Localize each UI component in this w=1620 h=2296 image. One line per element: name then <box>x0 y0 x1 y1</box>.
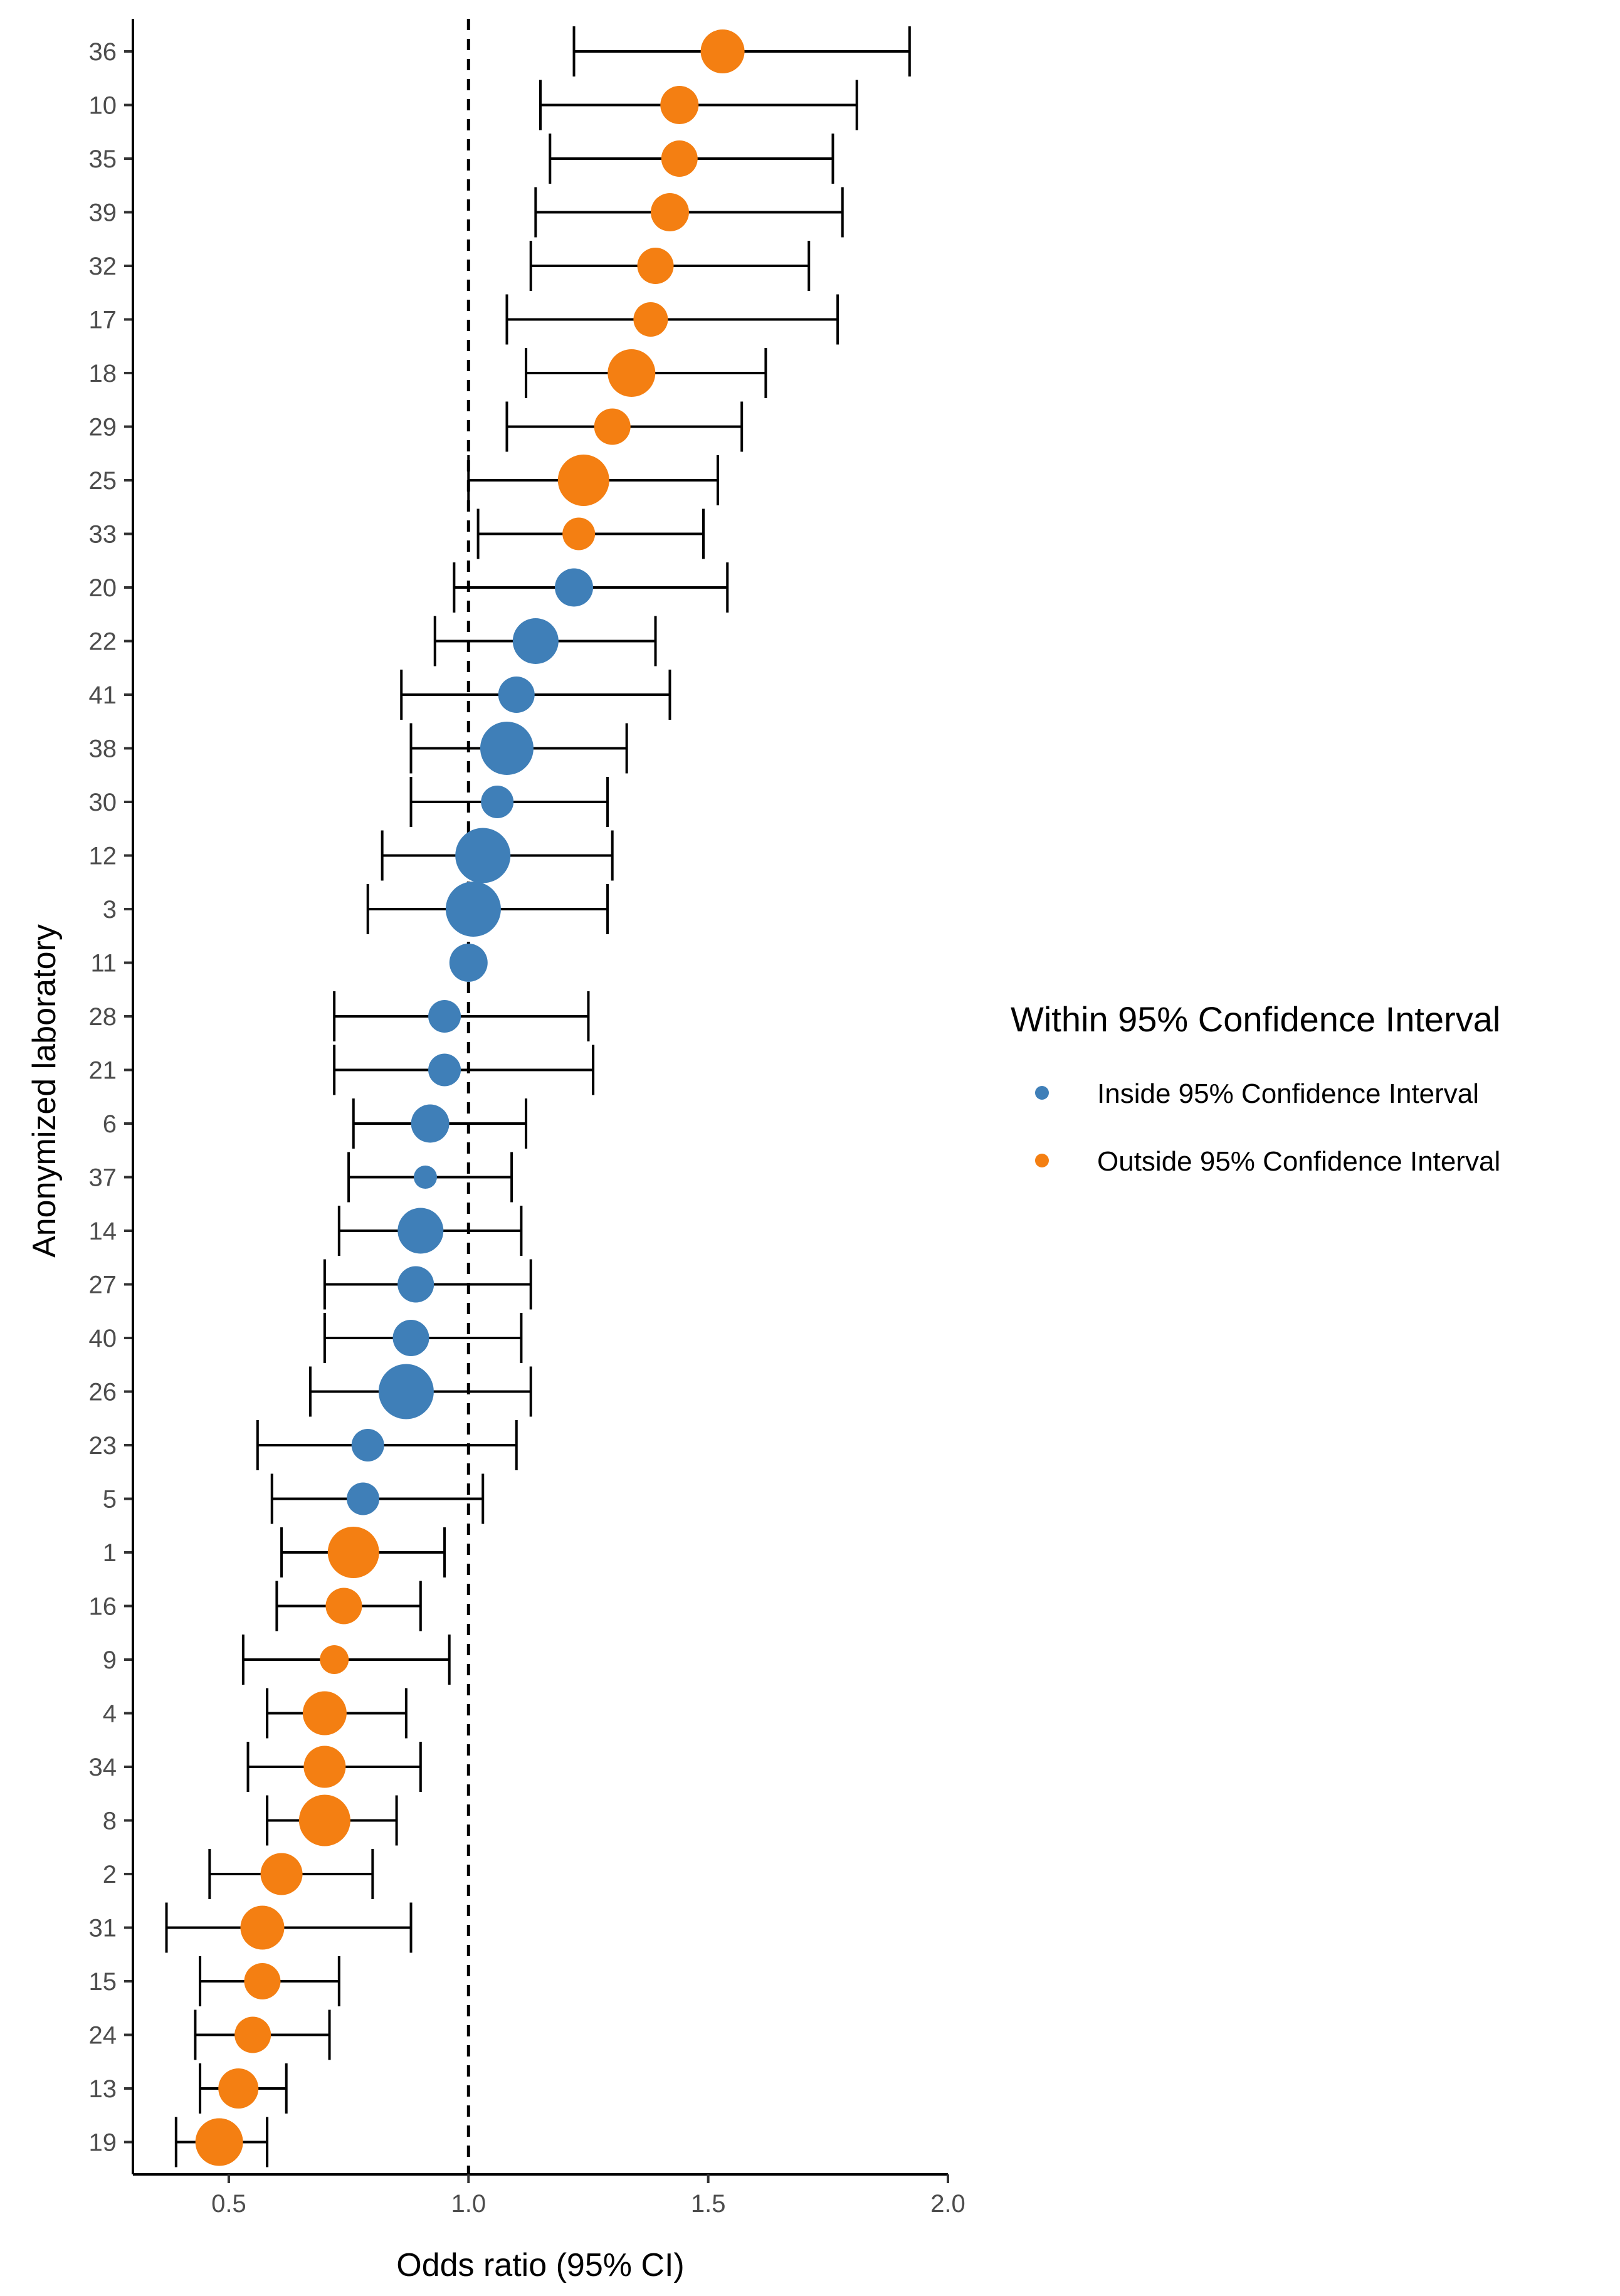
legend: Within 95% Confidence Interval Inside 95… <box>1011 999 1500 1177</box>
point-lab-13 <box>218 2068 259 2109</box>
legend-key-outside <box>1035 1154 1049 1167</box>
y-tick-label-lab-19: 19 <box>89 2129 117 2157</box>
axes-group: 3610353932171829253320224138301231128216… <box>89 19 965 2218</box>
y-tick-label-lab-27: 27 <box>89 1272 117 1299</box>
point-lab-9 <box>320 1645 349 1674</box>
point-lab-17 <box>633 302 668 337</box>
y-tick-label-lab-6: 6 <box>103 1110 117 1138</box>
y-tick-label-lab-40: 40 <box>89 1325 117 1352</box>
point-lab-39 <box>650 193 689 231</box>
point-lab-25 <box>557 455 609 506</box>
x-tick-label-2.0: 2.0 <box>930 2190 965 2218</box>
legend-title: Within 95% Confidence Interval <box>1011 999 1500 1039</box>
y-tick-label-lab-14: 14 <box>89 1218 117 1245</box>
point-lab-23 <box>351 1429 384 1461</box>
y-tick-label-lab-32: 32 <box>89 253 117 280</box>
y-tick-label-lab-25: 25 <box>89 467 117 495</box>
point-lab-5 <box>347 1482 380 1515</box>
y-tick-label-lab-33: 33 <box>89 521 117 549</box>
point-lab-24 <box>234 2016 271 2053</box>
point-lab-15 <box>244 1963 281 1999</box>
point-lab-36 <box>700 29 745 73</box>
error-bars-group <box>165 26 911 2167</box>
point-lab-37 <box>413 1166 437 1189</box>
point-lab-12 <box>455 828 511 883</box>
y-tick-label-lab-20: 20 <box>89 574 117 602</box>
point-lab-8 <box>298 1794 350 1846</box>
y-tick-label-lab-18: 18 <box>89 360 117 387</box>
legend-label-outside: Outside 95% Confidence Interval <box>1097 1146 1500 1177</box>
x-tick-label-1.0: 1.0 <box>451 2190 486 2218</box>
point-lab-26 <box>378 1364 434 1419</box>
y-tick-label-lab-37: 37 <box>89 1164 117 1192</box>
point-lab-21 <box>428 1053 461 1087</box>
y-tick-label-lab-17: 17 <box>89 307 117 334</box>
point-lab-40 <box>392 1320 429 1356</box>
point-lab-33 <box>562 517 596 550</box>
y-tick-label-lab-21: 21 <box>89 1057 117 1085</box>
point-lab-32 <box>637 248 674 284</box>
point-lab-28 <box>428 1000 461 1033</box>
y-tick-label-lab-13: 13 <box>89 2075 117 2103</box>
y-tick-label-lab-16: 16 <box>89 1593 117 1621</box>
point-lab-34 <box>303 1746 346 1788</box>
point-lab-29 <box>594 408 631 445</box>
legend-label-inside: Inside 95% Confidence Interval <box>1097 1078 1479 1109</box>
point-lab-18 <box>608 349 656 397</box>
point-lab-38 <box>480 722 534 775</box>
point-lab-30 <box>481 786 514 818</box>
point-lab-20 <box>555 568 594 607</box>
y-tick-label-lab-28: 28 <box>89 1003 117 1031</box>
point-lab-16 <box>325 1588 362 1625</box>
y-tick-label-lab-23: 23 <box>89 1432 117 1460</box>
y-axis-title: Anonymized laboratory <box>26 924 63 1258</box>
y-tick-label-lab-2: 2 <box>103 1861 117 1888</box>
point-lab-22 <box>512 618 559 664</box>
y-tick-label-lab-5: 5 <box>103 1486 117 1514</box>
y-tick-label-lab-8: 8 <box>103 1808 117 1835</box>
point-lab-14 <box>397 1208 444 1254</box>
point-lab-11 <box>449 944 488 982</box>
point-lab-27 <box>397 1266 434 1303</box>
y-tick-label-lab-11: 11 <box>90 950 117 977</box>
y-tick-label-lab-10: 10 <box>89 92 117 120</box>
point-lab-41 <box>498 677 535 713</box>
y-tick-label-lab-22: 22 <box>89 628 117 656</box>
point-lab-31 <box>240 1905 285 1950</box>
legend-key-inside <box>1035 1086 1049 1100</box>
y-tick-label-lab-12: 12 <box>89 843 117 870</box>
x-tick-label-1.5: 1.5 <box>691 2190 726 2218</box>
x-axis-title: Odds ratio (95% CI) <box>396 2247 685 2283</box>
y-tick-label-lab-31: 31 <box>89 1915 117 1942</box>
y-tick-label-lab-24: 24 <box>89 2022 117 2050</box>
point-lab-19 <box>195 2118 243 2166</box>
point-lab-35 <box>661 140 698 177</box>
point-lab-2 <box>260 1853 303 1895</box>
y-tick-label-lab-15: 15 <box>89 1968 117 1996</box>
y-tick-label-lab-4: 4 <box>103 1700 117 1728</box>
x-tick-label-0.5: 0.5 <box>211 2190 246 2218</box>
y-tick-label-lab-39: 39 <box>89 199 117 227</box>
y-tick-label-lab-36: 36 <box>89 38 117 66</box>
y-tick-label-lab-1: 1 <box>103 1539 117 1567</box>
point-lab-1 <box>327 1527 379 1578</box>
point-lab-10 <box>660 86 699 124</box>
y-tick-label-lab-35: 35 <box>89 145 117 173</box>
y-tick-label-lab-29: 29 <box>89 414 117 441</box>
point-lab-6 <box>411 1104 450 1143</box>
points-group <box>195 29 745 2166</box>
y-tick-label-lab-30: 30 <box>89 789 117 816</box>
y-tick-label-lab-38: 38 <box>89 735 117 763</box>
y-tick-label-lab-34: 34 <box>89 1754 117 1781</box>
y-tick-label-lab-9: 9 <box>103 1646 117 1674</box>
y-tick-label-lab-41: 41 <box>89 682 117 709</box>
point-lab-3 <box>445 882 501 937</box>
y-tick-label-lab-3: 3 <box>103 896 117 924</box>
point-lab-4 <box>302 1691 347 1735</box>
y-tick-label-lab-26: 26 <box>89 1379 117 1406</box>
